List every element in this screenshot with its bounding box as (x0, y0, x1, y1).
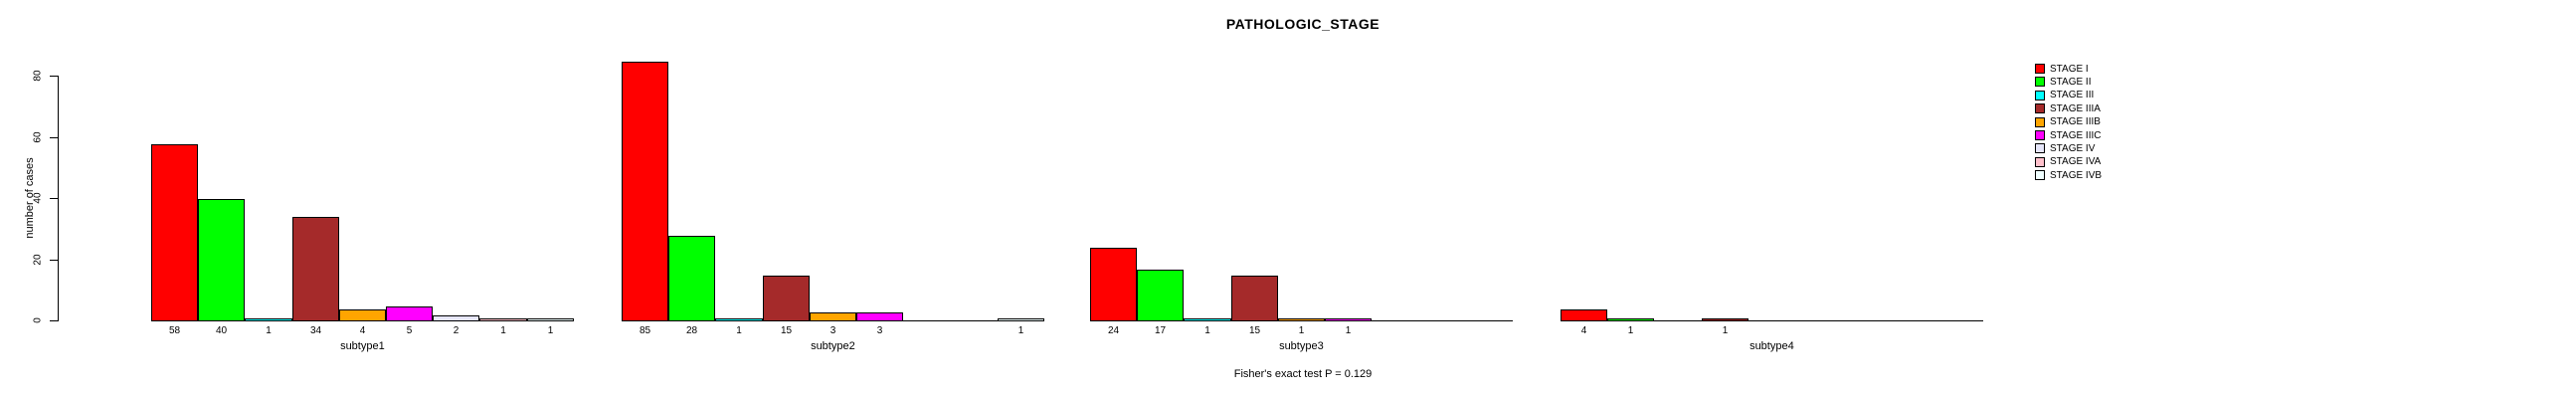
category-label-subtype1: subtype1 (340, 340, 385, 352)
y-tick-40 (50, 198, 58, 199)
bar-count-subtype1-stage-iii: 1 (266, 325, 272, 336)
legend-label-stage-iv: STAGE IV (2050, 142, 2096, 154)
bar-count-subtype1-stage-i: 58 (168, 325, 181, 336)
bar-subtype4-stage-iiia (1702, 318, 1748, 321)
bar-count-subtype1-stage-iiic: 5 (406, 325, 413, 336)
bar-count-subtype1-stage-iv: 2 (453, 325, 460, 336)
bar-subtype2-stage-iii (715, 318, 763, 321)
fisher-test-annotation: Fisher's exact test P = 0.129 (1233, 368, 1373, 380)
legend-label-stage-i: STAGE I (2050, 63, 2089, 75)
legend-label-stage-iva: STAGE IVA (2050, 156, 2102, 168)
legend-item-stage-iiic: STAGE IIIC (2035, 129, 2102, 141)
bar-subtype3-stage-iii (1184, 318, 1231, 321)
legend-swatch-stage-iii (2035, 90, 2045, 100)
y-tick-0 (50, 320, 58, 321)
bar-subtype1-stage-iiic (386, 306, 433, 321)
bar-count-subtype2-stage-iiic: 3 (876, 325, 883, 336)
legend-swatch-stage-iva (2035, 156, 2045, 167)
bar-subtype2-stage-i (622, 62, 668, 321)
bar-subtype2-stage-iiia (763, 276, 810, 321)
legend-swatch-stage-ii (2035, 77, 2045, 88)
legend-item-stage-i: STAGE I (2035, 63, 2089, 75)
legend-swatch-stage-i (2035, 64, 2045, 74)
bar-count-subtype3-stage-iiia: 15 (1248, 325, 1261, 336)
bar-count-subtype1-stage-iva: 1 (500, 325, 506, 336)
y-tick-20 (50, 259, 58, 261)
bar-count-subtype3-stage-iiib: 1 (1298, 325, 1305, 336)
bar-subtype3-stage-ii (1137, 270, 1184, 321)
legend-swatch-stage-iiic (2035, 130, 2045, 140)
bar-subtype1-stage-ii (198, 199, 245, 321)
bar-subtype1-stage-i (151, 144, 198, 321)
legend-item-stage-ivb: STAGE IVB (2035, 169, 2102, 181)
bar-subtype4-stage-ii (1607, 318, 1654, 321)
legend-swatch-stage-iv (2035, 143, 2045, 154)
y-tick-60 (50, 136, 58, 138)
category-label-subtype2: subtype2 (811, 340, 855, 352)
bar-count-subtype3-stage-i: 24 (1107, 325, 1120, 336)
bar-count-subtype1-stage-iiia: 34 (309, 325, 322, 336)
bar-subtype2-stage-iiib (810, 312, 856, 321)
bar-count-subtype4-stage-ii: 1 (1627, 325, 1634, 336)
bar-subtype2-stage-ivb (998, 318, 1044, 321)
legend-swatch-stage-ivb (2035, 170, 2045, 181)
legend-label-stage-iii: STAGE III (2050, 90, 2095, 101)
legend-swatch-stage-iiib (2035, 116, 2045, 127)
bar-subtype1-stage-iii (245, 318, 292, 321)
y-tick-80 (50, 76, 58, 77)
legend-item-stage-iv: STAGE IV (2035, 142, 2095, 154)
bar-count-subtype1-stage-iiib: 4 (359, 325, 366, 336)
bar-subtype1-stage-iiia (292, 217, 339, 321)
legend-item-stage-iva: STAGE IVA (2035, 156, 2101, 168)
bar-subtype2-stage-ii (668, 236, 715, 321)
bar-count-subtype2-stage-iii: 1 (736, 325, 742, 336)
bar-count-subtype4-stage-i: 4 (1580, 325, 1587, 336)
bar-subtype3-stage-iiia (1231, 276, 1278, 321)
category-label-subtype3: subtype3 (1279, 340, 1324, 352)
bar-count-subtype3-stage-ii: 17 (1154, 325, 1167, 336)
legend-label-stage-ivb: STAGE IVB (2050, 169, 2103, 181)
bar-count-subtype3-stage-iiic: 1 (1345, 325, 1352, 336)
category-label-subtype4: subtype4 (1749, 340, 1794, 352)
bar-subtype4-stage-i (1561, 309, 1607, 321)
legend-label-stage-iiia: STAGE IIIA (2050, 102, 2101, 114)
baseline-subtype4 (1561, 320, 1983, 321)
bar-count-subtype1-stage-ii: 40 (215, 325, 228, 336)
bar-count-subtype2-stage-iiia: 15 (780, 325, 793, 336)
bar-subtype1-stage-iva (479, 318, 527, 321)
y-axis-line (58, 76, 59, 321)
legend-item-stage-iiia: STAGE IIIA (2035, 102, 2101, 114)
legend-swatch-stage-iiia (2035, 103, 2045, 114)
bar-count-subtype1-stage-ivb: 1 (547, 325, 554, 336)
bar-subtype3-stage-iiib (1278, 318, 1325, 321)
bar-subtype1-stage-ivb (527, 318, 574, 321)
legend-label-stage-iiib: STAGE IIIB (2050, 116, 2101, 128)
legend-item-stage-ii: STAGE II (2035, 76, 2092, 88)
bar-count-subtype3-stage-iii: 1 (1204, 325, 1210, 336)
bar-subtype1-stage-iiib (339, 309, 386, 321)
bar-subtype3-stage-i (1090, 248, 1137, 321)
bar-count-subtype4-stage-iiia: 1 (1722, 325, 1729, 336)
bar-subtype2-stage-iiic (856, 312, 903, 321)
legend-label-stage-ii: STAGE II (2050, 76, 2092, 88)
bar-subtype1-stage-iv (433, 315, 479, 321)
chart-title: PATHOLOGIC_STAGE (1225, 16, 1380, 32)
bar-count-subtype2-stage-iiib: 3 (829, 325, 836, 336)
legend-label-stage-iiic: STAGE IIIC (2050, 129, 2102, 141)
bar-count-subtype2-stage-i: 85 (639, 325, 651, 336)
legend-item-stage-iiib: STAGE IIIB (2035, 116, 2101, 128)
bar-count-subtype2-stage-ivb: 1 (1017, 325, 1024, 336)
bar-subtype3-stage-iiic (1325, 318, 1372, 321)
bar-count-subtype2-stage-ii: 28 (685, 325, 698, 336)
legend-item-stage-iii: STAGE III (2035, 90, 2094, 101)
